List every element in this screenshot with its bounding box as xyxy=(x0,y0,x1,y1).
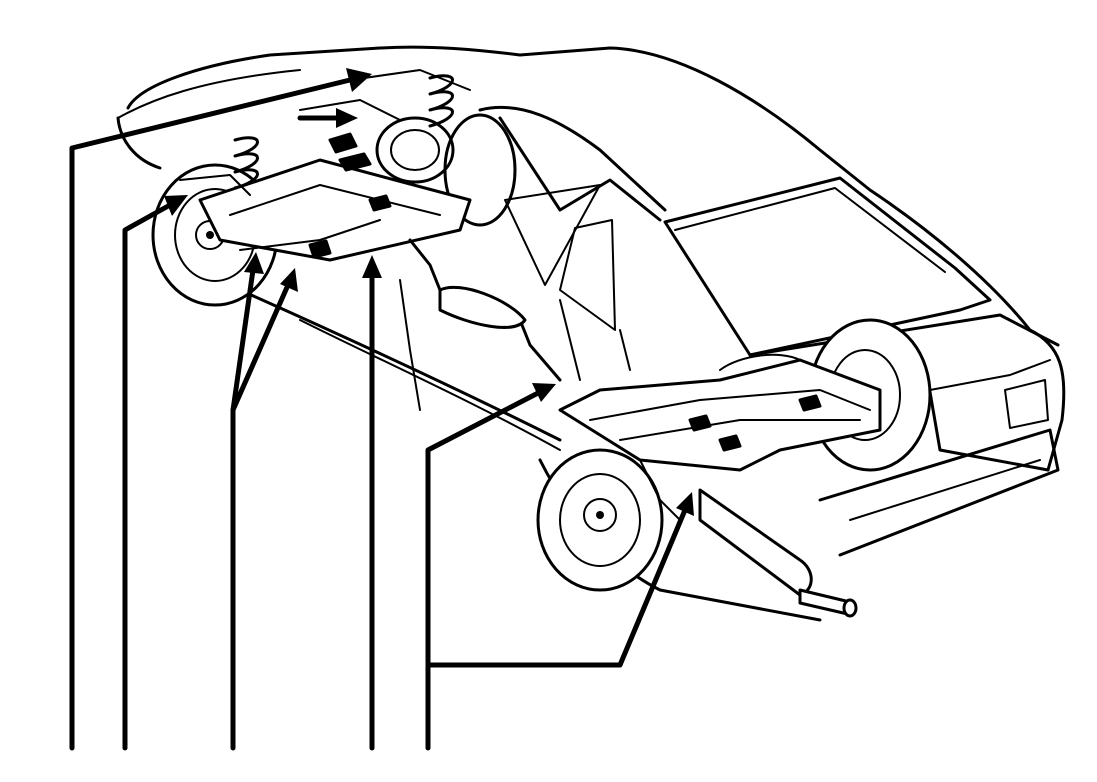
callout-1 xyxy=(69,68,372,751)
callout-3 xyxy=(230,252,298,751)
exhaust-system xyxy=(408,238,858,618)
rear-subframe-assembly xyxy=(558,353,882,521)
callout-leader-lines xyxy=(69,68,694,751)
car-body-outline xyxy=(116,45,1066,622)
callout-2 xyxy=(122,195,188,751)
rear-left-wheel xyxy=(536,448,664,592)
callout-4 xyxy=(362,255,382,751)
front-subframe-assembly xyxy=(179,69,472,262)
callout-5 xyxy=(425,383,694,751)
